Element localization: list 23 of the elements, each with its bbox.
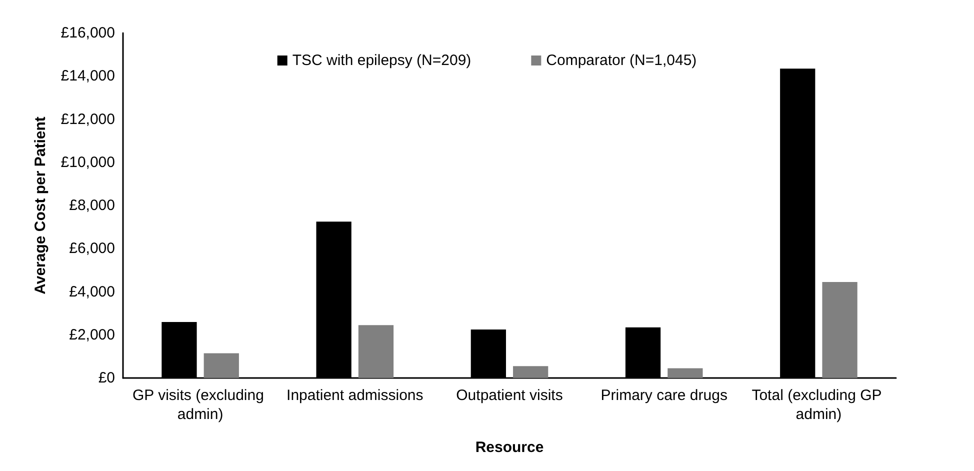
y-tick-label: £12,000 [60, 110, 115, 128]
bar [668, 368, 703, 378]
bar [204, 353, 239, 378]
y-tick-label: £0 [98, 370, 115, 386]
x-axis-title: Resource [475, 439, 544, 456]
x-tick-label: Primary care drugs [600, 387, 728, 404]
bar [358, 325, 394, 378]
x-tick-label: GP visits (excluding admin) [132, 387, 268, 423]
legend-label: Comparator (N=1,045) [546, 52, 697, 69]
legend-label: TSC with epilepsy (N=209) [292, 52, 472, 69]
x-tick-label: Inpatient admissions [286, 387, 424, 404]
y-tick-label: £14,000 [60, 68, 115, 85]
bar [513, 366, 548, 378]
x-tick-label: Outpatient visits [456, 387, 563, 404]
y-tick-label: £10,000 [60, 154, 115, 171]
x-tick-label: Total (excluding GP admin) [752, 387, 886, 423]
y-tick-label: £16,000 [60, 24, 115, 42]
y-tick-label: £4,000 [69, 283, 115, 300]
y-tick-label: £2,000 [69, 326, 115, 344]
y-tick-label: £8,000 [69, 197, 115, 214]
y-axis-title: Average Cost per Patient [32, 116, 49, 294]
bar [822, 282, 858, 378]
y-tick-label: £6,000 [69, 240, 115, 258]
